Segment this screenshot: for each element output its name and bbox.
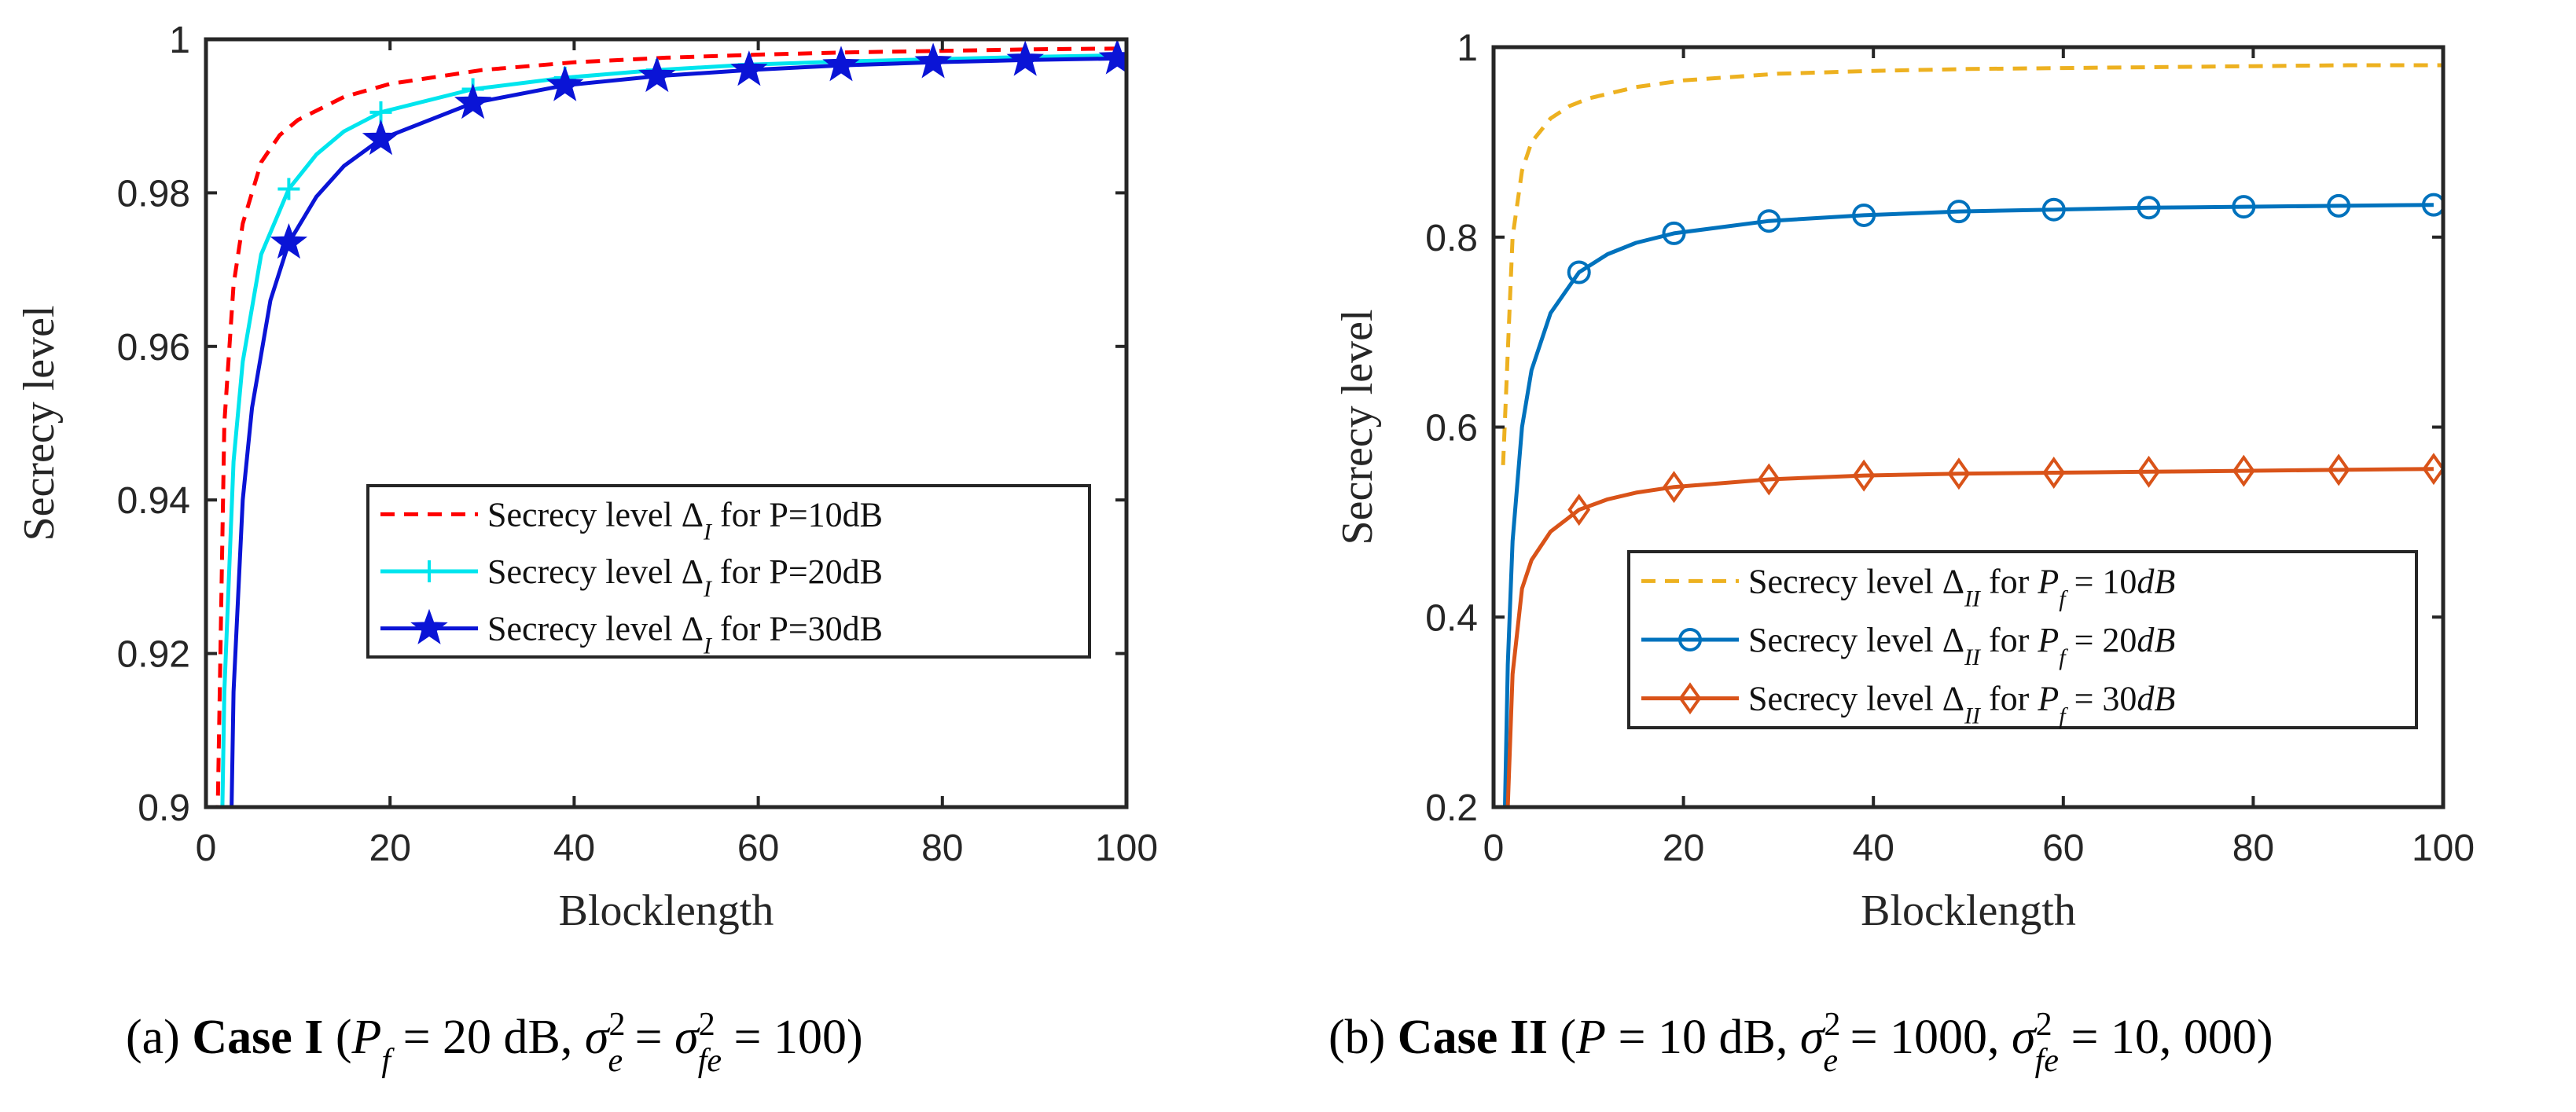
caption-b: (b) Case II (P = 10 dB, σ2 e = 1000, σ2 fe…	[1328, 1007, 2273, 1079]
panel-a-chart: 0 20 40 60 80 100 0.9 0.92 0.94 0.96 0.98 1 Blocklen…	[15, 20, 1158, 935]
x-axis-label-a: Blocklength	[559, 886, 774, 935]
data-point-b-3-1	[1567, 494, 1591, 527]
data-point-a-3-2	[362, 119, 400, 156]
legend-label-b-2: Secrecy level ΔII for Pf = 20dB	[1748, 621, 2175, 670]
legend-a: Secrecy level ΔI for P=10dB Secrecy level…	[366, 484, 1091, 659]
series-a-1	[215, 46, 1126, 807]
data-point-b-2-8	[2232, 195, 2256, 219]
x-tick-label-a-4: 80	[921, 828, 963, 869]
data-point-a-3-1	[270, 222, 308, 259]
data-point-b-3-9	[2327, 453, 2350, 486]
data-point-a-3-5	[638, 56, 676, 93]
series-a-3	[230, 39, 1126, 807]
data-point-b-3-7	[2137, 455, 2160, 488]
data-point-a-3-7	[822, 46, 860, 82]
x-tick-label-b-1: 20	[1663, 828, 1704, 869]
y-tick-label-b-2: 0.6	[1425, 408, 1478, 450]
data-point-a-3-3	[454, 83, 492, 119]
y-tick-label-b-1: 0.4	[1425, 597, 1478, 639]
data-point-b-2-4	[1852, 203, 1876, 227]
legend-label-a-1: Secrecy level ΔI for P=10dB	[487, 495, 883, 545]
series-line-b-3	[1505, 467, 2434, 807]
x-tick-label-b-2: 40	[1853, 828, 1894, 869]
series-line-b-1	[1501, 63, 2443, 465]
legend-label-a-3: Secrecy level ΔI for P=30dB	[487, 610, 883, 659]
x-tick-label-b-3: 60	[2042, 828, 2084, 869]
data-point-b-2-5	[1946, 200, 1971, 224]
series-line-b-2	[1503, 203, 2434, 807]
legend-marker-b-3	[1678, 682, 1702, 715]
legend-marker-a-2	[418, 560, 440, 582]
y-tick-label-b-3: 0.8	[1425, 218, 1478, 259]
x-tick-label-a-5: 100	[1095, 828, 1158, 869]
data-point-a-3-10	[1098, 39, 1126, 75]
data-point-b-2-1	[1567, 260, 1591, 284]
data-point-b-2-3	[1757, 209, 1781, 233]
data-point-a-3-9	[1006, 40, 1044, 76]
x-tick-label-a-3: 60	[737, 828, 779, 869]
data-point-b-3-5	[1947, 457, 1971, 490]
y-tick-label-a-3: 0.96	[117, 327, 190, 369]
data-point-b-3-8	[2232, 454, 2255, 487]
series-b-3	[1505, 453, 2443, 807]
data-point-b-2-10	[2421, 193, 2443, 217]
x-tick-label-b-4: 80	[2232, 828, 2274, 869]
data-point-a-2-1	[277, 178, 300, 200]
legend-marker-a-3	[410, 608, 448, 644]
legend-label-b-1: Secrecy level ΔII for Pf = 10dB	[1748, 562, 2175, 611]
x-tick-label-b-5: 100	[2412, 828, 2475, 869]
y-tick-label-a-5: 1	[169, 20, 190, 61]
series-line-a-1	[215, 46, 1126, 807]
y-tick-label-a-2: 0.94	[117, 480, 190, 522]
x-tick-label-a-1: 20	[369, 828, 411, 869]
data-point-b-2-7	[2137, 196, 2161, 220]
data-point-a-3-6	[730, 50, 768, 86]
y-tick-label-a-0: 0.9	[138, 787, 190, 829]
data-point-b-3-4	[1852, 459, 1876, 492]
y-axis-label-b: Secrecy level	[1333, 309, 1382, 545]
x-tick-label-a-2: 40	[553, 828, 595, 869]
legend-b: Secrecy level ΔII for Pf = 10dB Secrecy l…	[1627, 550, 2418, 729]
data-point-b-3-6	[2042, 457, 2066, 489]
data-point-b-3-2	[1663, 471, 1685, 504]
caption-a: (a) Case I (Pf = 20 dB, σ2 e = σ2 fe = 100…	[126, 1007, 863, 1079]
x-tick-label-a-0: 0	[196, 828, 217, 869]
y-tick-label-a-1: 0.92	[117, 634, 190, 676]
data-point-b-2-9	[2327, 193, 2351, 218]
plot-frame-a	[204, 37, 1129, 809]
data-point-a-3-8	[914, 42, 952, 79]
x-tick-label-b-0: 0	[1483, 828, 1505, 869]
data-point-a-3-4	[546, 65, 584, 101]
y-axis-label-a: Secrecy level	[15, 305, 64, 541]
panel-b-chart: 0 20 40 60 80 100 0.2 0.4 0.6 0.8 1 Blocklength Secr…	[1333, 28, 2475, 935]
x-axis-label-b: Blocklength	[1861, 886, 2076, 935]
legend-label-a-2: Secrecy level ΔI for P=20dB	[487, 552, 883, 602]
y-tick-label-b-0: 0.2	[1425, 787, 1478, 829]
legend-box-a	[366, 484, 1091, 659]
series-b-1	[1501, 63, 2443, 465]
data-point-b-3-3	[1757, 463, 1780, 496]
series-b-2	[1503, 193, 2443, 807]
legend-marker-b-2	[1678, 628, 1702, 651]
y-tick-label-b-4: 1	[1457, 28, 1478, 69]
figure-captions: (a) Case I (Pf = 20 dB, σ2 e = σ2 fe = 100…	[126, 1007, 2273, 1079]
legend-box-b	[1627, 550, 2418, 729]
y-tick-label-a-4: 0.98	[117, 173, 190, 215]
data-point-b-3-10	[2422, 453, 2443, 486]
data-point-b-2-6	[2041, 197, 2066, 222]
legend-label-b-3: Secrecy level ΔII for Pf = 30dB	[1748, 680, 2175, 729]
data-point-b-2-2	[1662, 221, 1686, 245]
